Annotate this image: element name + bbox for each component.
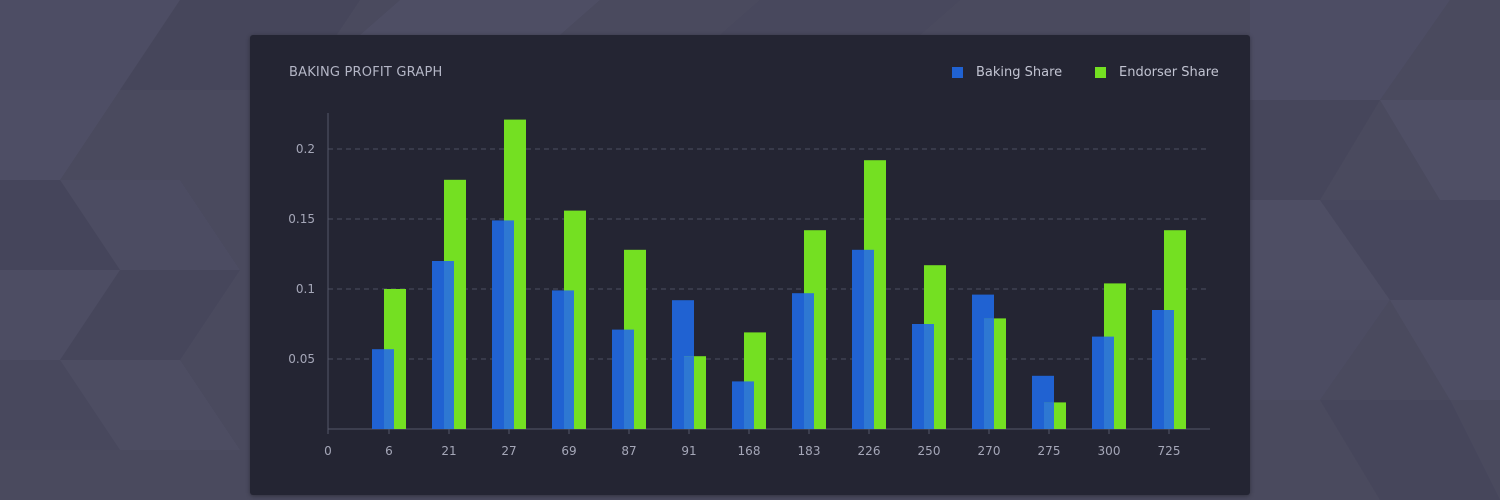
chart-card: BAKING PROFIT GRAPH Baking Share Endorse… <box>250 35 1250 495</box>
x-tick-label: 69 <box>561 444 576 458</box>
bar-overlap <box>1044 402 1054 429</box>
x-tick-label: 87 <box>621 444 636 458</box>
x-tick-label: 6 <box>385 444 393 458</box>
x-tick-label: 270 <box>978 444 1001 458</box>
bar-overlap <box>384 349 394 429</box>
legend-swatch-endorser-share <box>1095 67 1106 78</box>
bar-overlap <box>984 318 994 429</box>
bar-overlap <box>684 356 694 429</box>
legend-item-endorser-share[interactable]: Endorser Share <box>1095 65 1219 80</box>
chart-title: BAKING PROFIT GRAPH <box>289 65 443 80</box>
x-tick-label: 168 <box>738 444 761 458</box>
legend-item-baking-share[interactable]: Baking Share <box>952 65 1062 80</box>
bar-overlap <box>564 290 574 429</box>
bar-overlap <box>804 293 814 429</box>
bar-overlap <box>1164 310 1174 429</box>
x-tick-label: 275 <box>1038 444 1061 458</box>
bar-chart: 0.05 0.1 0.15 0.2 0 6 21 27 69 87 91 168 183 226 250 27… <box>288 113 1210 458</box>
y-tick-label: 0.05 <box>288 352 315 366</box>
bar-overlap <box>924 324 934 429</box>
y-tick-label: 0.1 <box>296 282 315 296</box>
bar-overlap <box>624 329 634 429</box>
bar-overlap <box>1104 336 1114 429</box>
x-tick-label: 27 <box>501 444 516 458</box>
x-tick-label: 91 <box>681 444 696 458</box>
bar-overlap <box>504 220 514 429</box>
y-tick-label: 0.2 <box>296 142 315 156</box>
bar-overlap <box>744 381 754 429</box>
x-tick-label: 725 <box>1158 444 1181 458</box>
bar-overlap <box>444 261 454 429</box>
x-tick-label: 183 <box>798 444 821 458</box>
legend-label-endorser-share: Endorser Share <box>1119 65 1219 80</box>
x-tick-label: 0 <box>324 444 332 458</box>
legend-label-baking-share: Baking Share <box>976 65 1063 80</box>
legend-swatch-baking-share <box>952 67 963 78</box>
x-tick-label: 250 <box>918 444 941 458</box>
bar-overlap <box>864 249 874 429</box>
x-tick-label: 300 <box>1098 444 1121 458</box>
y-tick-label: 0.15 <box>288 212 315 226</box>
x-tick-label: 21 <box>441 444 456 458</box>
x-tick-label: 226 <box>858 444 881 458</box>
